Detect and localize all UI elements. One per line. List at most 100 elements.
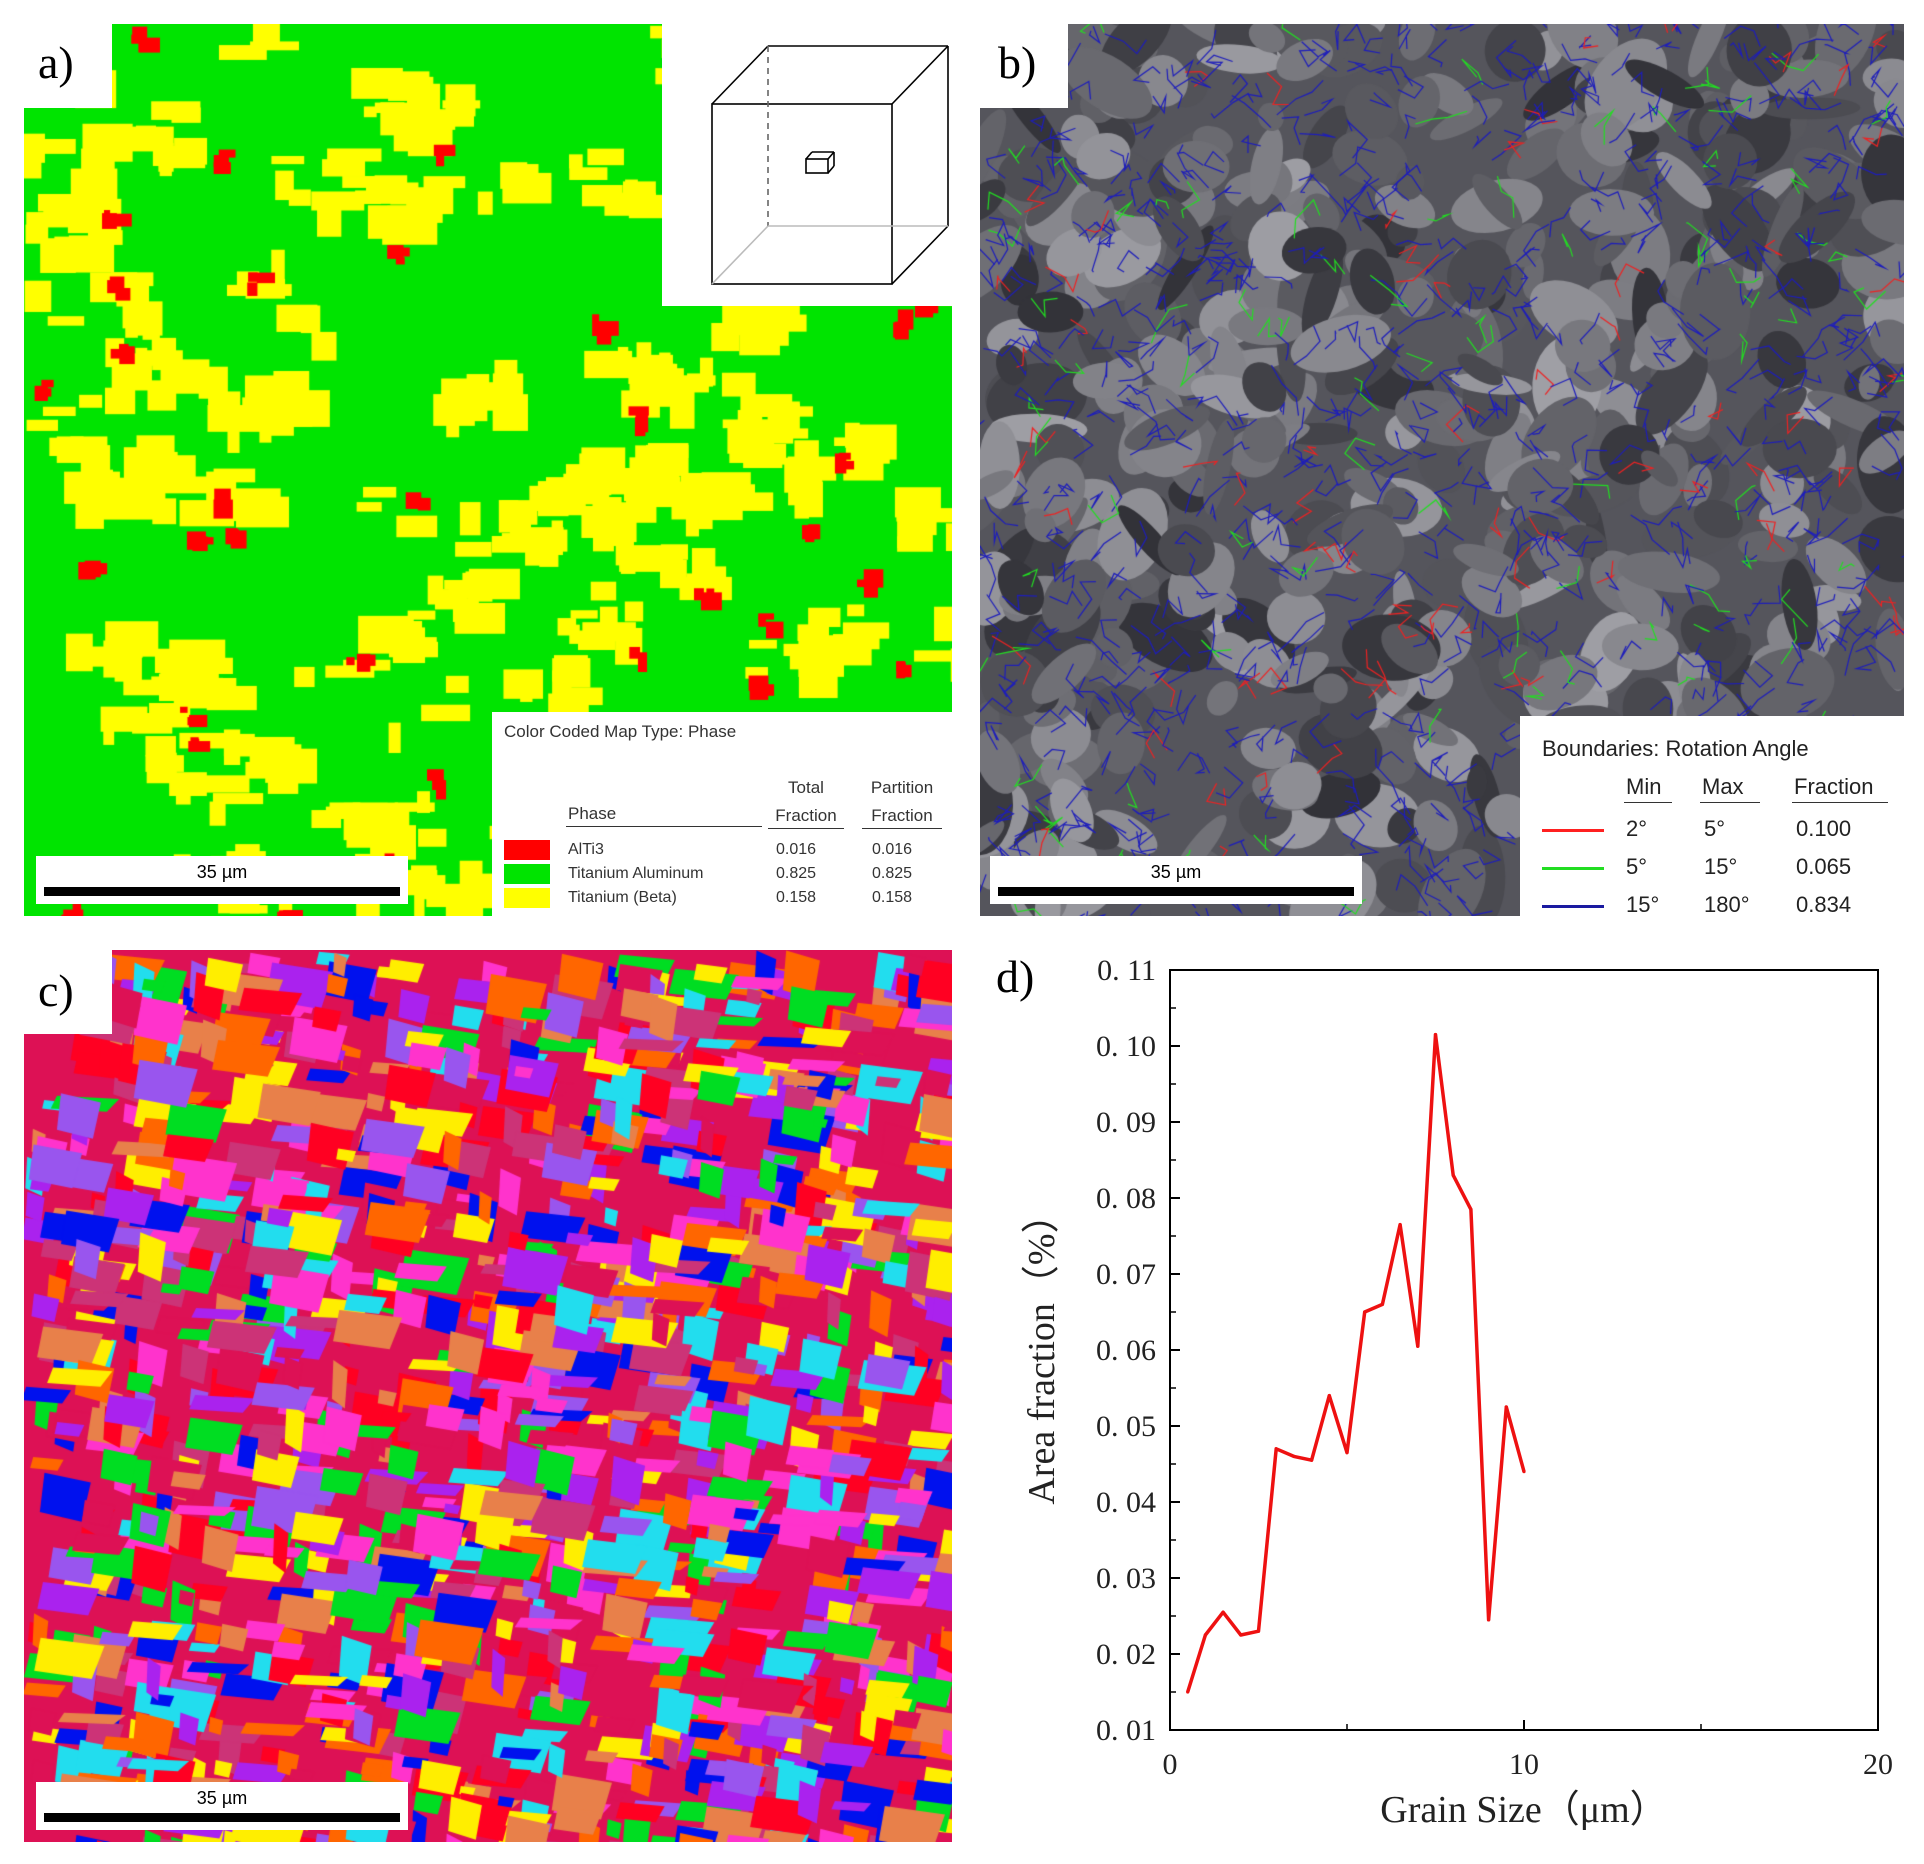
data-point [1221,1610,1225,1614]
phase-name: Titanium Aluminum [568,865,704,882]
data-point [1256,1629,1261,1633]
phase-partition: 0.016 [872,841,913,858]
data-point [1203,1633,1207,1637]
panel-b-scale-text: 35 µm [1150,862,1202,882]
x-axis-label: Grain Size（μm） [1380,1789,1667,1831]
data-point [1451,1173,1455,1177]
phase-total: 0.825 [776,865,817,882]
plot-frame [1169,969,1879,1731]
area-fraction-line [1186,1032,1526,1693]
panel-b-label: b) [998,37,1037,88]
y-tick-label: 0. 08 [1096,1182,1156,1215]
boundary-col-max: Max [1702,774,1744,799]
data-point [1469,1207,1473,1211]
boundary-fraction: 0.065 [1796,854,1852,879]
panel-b-scale-line [998,887,1354,896]
panel-a-white-corner [24,24,112,108]
panel-a-scale-bar: 35 µm [36,856,408,904]
panel-b-scale-bar: 35 µm [990,856,1362,904]
data-point [1380,1302,1384,1306]
boundary-line-swatch [1542,867,1604,870]
data-point [1310,1458,1314,1462]
phase-col-phase: Phase [568,804,617,823]
boundary-col-fraction: Fraction [1794,774,1874,799]
data-point [1292,1454,1296,1458]
data-point [1274,1447,1278,1451]
phase-col-total: Total Fraction [766,774,846,830]
panel-c-scale-text: 35 µm [196,1788,248,1808]
phase-name: Titanium (Beta) [568,889,677,906]
phase-col-partition: Partition Fraction [860,774,944,830]
phase-col-phase-underline [566,826,762,827]
y-tick-label: 0. 02 [1096,1638,1156,1671]
boundary-legend: Boundaries: Rotation Angle Min Max Fract… [1520,716,1904,916]
boundary-min: 15° [1626,892,1660,916]
phase-swatch [504,864,550,884]
panel-c-white-corner [24,950,112,1034]
data-point [1345,1451,1349,1455]
data-point [1522,1470,1526,1474]
phase-swatch [504,840,550,860]
area-fraction-points [1186,1033,1526,1694]
data-point [1398,1223,1402,1227]
phase-col-partition-line2: Fraction [871,806,933,825]
data-point [1416,1344,1420,1348]
panel-a-scale-line [44,887,400,896]
boundary-min: 2° [1626,816,1648,841]
data-point [1363,1310,1367,1314]
y-tick-label: 0. 09 [1096,1106,1156,1139]
phase-col-total-line1: Total [788,778,824,797]
grain-size-chart: 0. 01 0. 02 0. 03 0. 04 0. 05 0. 06 0. 07 0. 08… [1021,954,1893,1831]
boundary-line-swatch [1542,829,1604,832]
phase-total: 0.016 [776,841,817,858]
x-tick-label: 10 [1509,1748,1539,1781]
panel-c-label: c) [38,965,74,1016]
panel-d-chart: d) 0. 01 0. 02 0. 03 0. 04 0. 05 0. 06 0. 07 0.… [980,950,1904,1842]
panel-b-white-corner [980,24,1068,108]
x-tick-label: 0 [1163,1748,1178,1781]
y-axis-label: Area fraction（%） [1021,1195,1063,1504]
max-underline [1700,802,1760,803]
phase-swatch [504,888,550,908]
phase-legend: Color Coded Map Type: Phase Phase Total … [492,712,952,916]
boundary-min: 5° [1626,854,1648,879]
boundary-max: 15° [1704,854,1738,879]
panel-c-scale-bar: 35 µm [36,1782,408,1830]
panel-a-label: a) [38,37,74,88]
phase-legend-title: Color Coded Map Type: Phase [504,722,737,741]
phase-col-total-line2: Fraction [775,806,837,825]
boundary-col-min: Min [1626,774,1662,799]
boundary-fraction: 0.100 [1796,816,1852,841]
total-underline [768,828,844,829]
phase-total: 0.158 [776,889,817,906]
data-point [1186,1690,1190,1694]
panel-a-scale-text: 35 µm [196,862,248,882]
boundary-max: 180° [1704,892,1750,916]
panel-b-boundary-map: b) Boundaries: Rotation Angle Min Max Fr… [980,24,1904,916]
y-tick-label: 0. 05 [1096,1410,1156,1443]
panel-c-scale-line [44,1813,400,1822]
panel-d-label: d) [996,950,1035,1003]
panel-a-phase-map: a) Color Coded Map Type: Phase Phase Tot… [24,24,952,916]
data-point [1327,1394,1331,1398]
phase-partition: 0.825 [872,865,913,882]
fraction-underline [1792,802,1888,803]
boundary-legend-title: Boundaries: Rotation Angle [1542,736,1809,761]
cube-icon [711,45,949,285]
x-tick-label: 20 [1863,1748,1893,1781]
phase-name: AlTi3 [568,841,604,858]
grain-orientation-map-image [24,950,952,1842]
y-tick-label: 0. 06 [1096,1334,1156,1367]
y-tick-label: 0. 03 [1096,1562,1156,1595]
data-point [1433,1033,1438,1037]
panel-c-grain-map: c) 35 µm [24,950,952,1842]
y-tick-label: 0. 07 [1096,1258,1156,1291]
cube-inset [662,24,952,306]
y-tick-label: 0. 04 [1096,1486,1156,1519]
boundary-line-swatch [1542,905,1604,908]
boundary-fraction: 0.834 [1796,892,1852,916]
min-underline [1624,802,1672,803]
y-tick-label: 0. 10 [1096,1030,1156,1063]
partition-underline [862,828,942,829]
data-point [1487,1618,1491,1622]
